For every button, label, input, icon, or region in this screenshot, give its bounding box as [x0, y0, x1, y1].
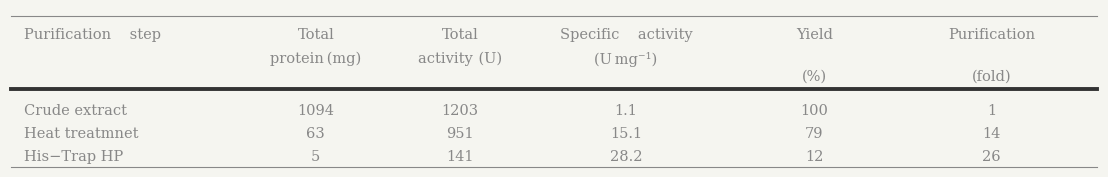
Text: Total: Total [441, 28, 479, 42]
Text: 951: 951 [447, 127, 473, 141]
Text: 1.1: 1.1 [615, 104, 637, 118]
Text: 14: 14 [983, 127, 1001, 141]
Text: 15.1: 15.1 [611, 127, 642, 141]
Text: Yield: Yield [796, 28, 833, 42]
Text: (%): (%) [802, 70, 827, 84]
Text: activity  (U): activity (U) [418, 52, 502, 67]
Text: 1203: 1203 [441, 104, 479, 118]
Text: 100: 100 [800, 104, 829, 118]
Text: 63: 63 [307, 127, 325, 141]
Text: Specific    activity: Specific activity [560, 28, 692, 42]
Text: (fold): (fold) [972, 70, 1012, 84]
Text: 1: 1 [987, 104, 996, 118]
Text: Heat treatmnet: Heat treatmnet [24, 127, 138, 141]
Text: protein (mg): protein (mg) [270, 52, 361, 67]
Text: 79: 79 [806, 127, 823, 141]
Text: 12: 12 [806, 150, 823, 164]
Text: Crude extract: Crude extract [24, 104, 127, 118]
Text: (U mg⁻¹): (U mg⁻¹) [594, 52, 658, 67]
Text: Purification    step: Purification step [24, 28, 162, 42]
Text: Purification: Purification [948, 28, 1035, 42]
Text: Total: Total [297, 28, 335, 42]
Text: 26: 26 [983, 150, 1001, 164]
Text: 1094: 1094 [297, 104, 335, 118]
Text: His−Trap HP: His−Trap HP [24, 150, 124, 164]
Text: 141: 141 [447, 150, 473, 164]
Text: 5: 5 [311, 150, 320, 164]
Text: 28.2: 28.2 [609, 150, 643, 164]
